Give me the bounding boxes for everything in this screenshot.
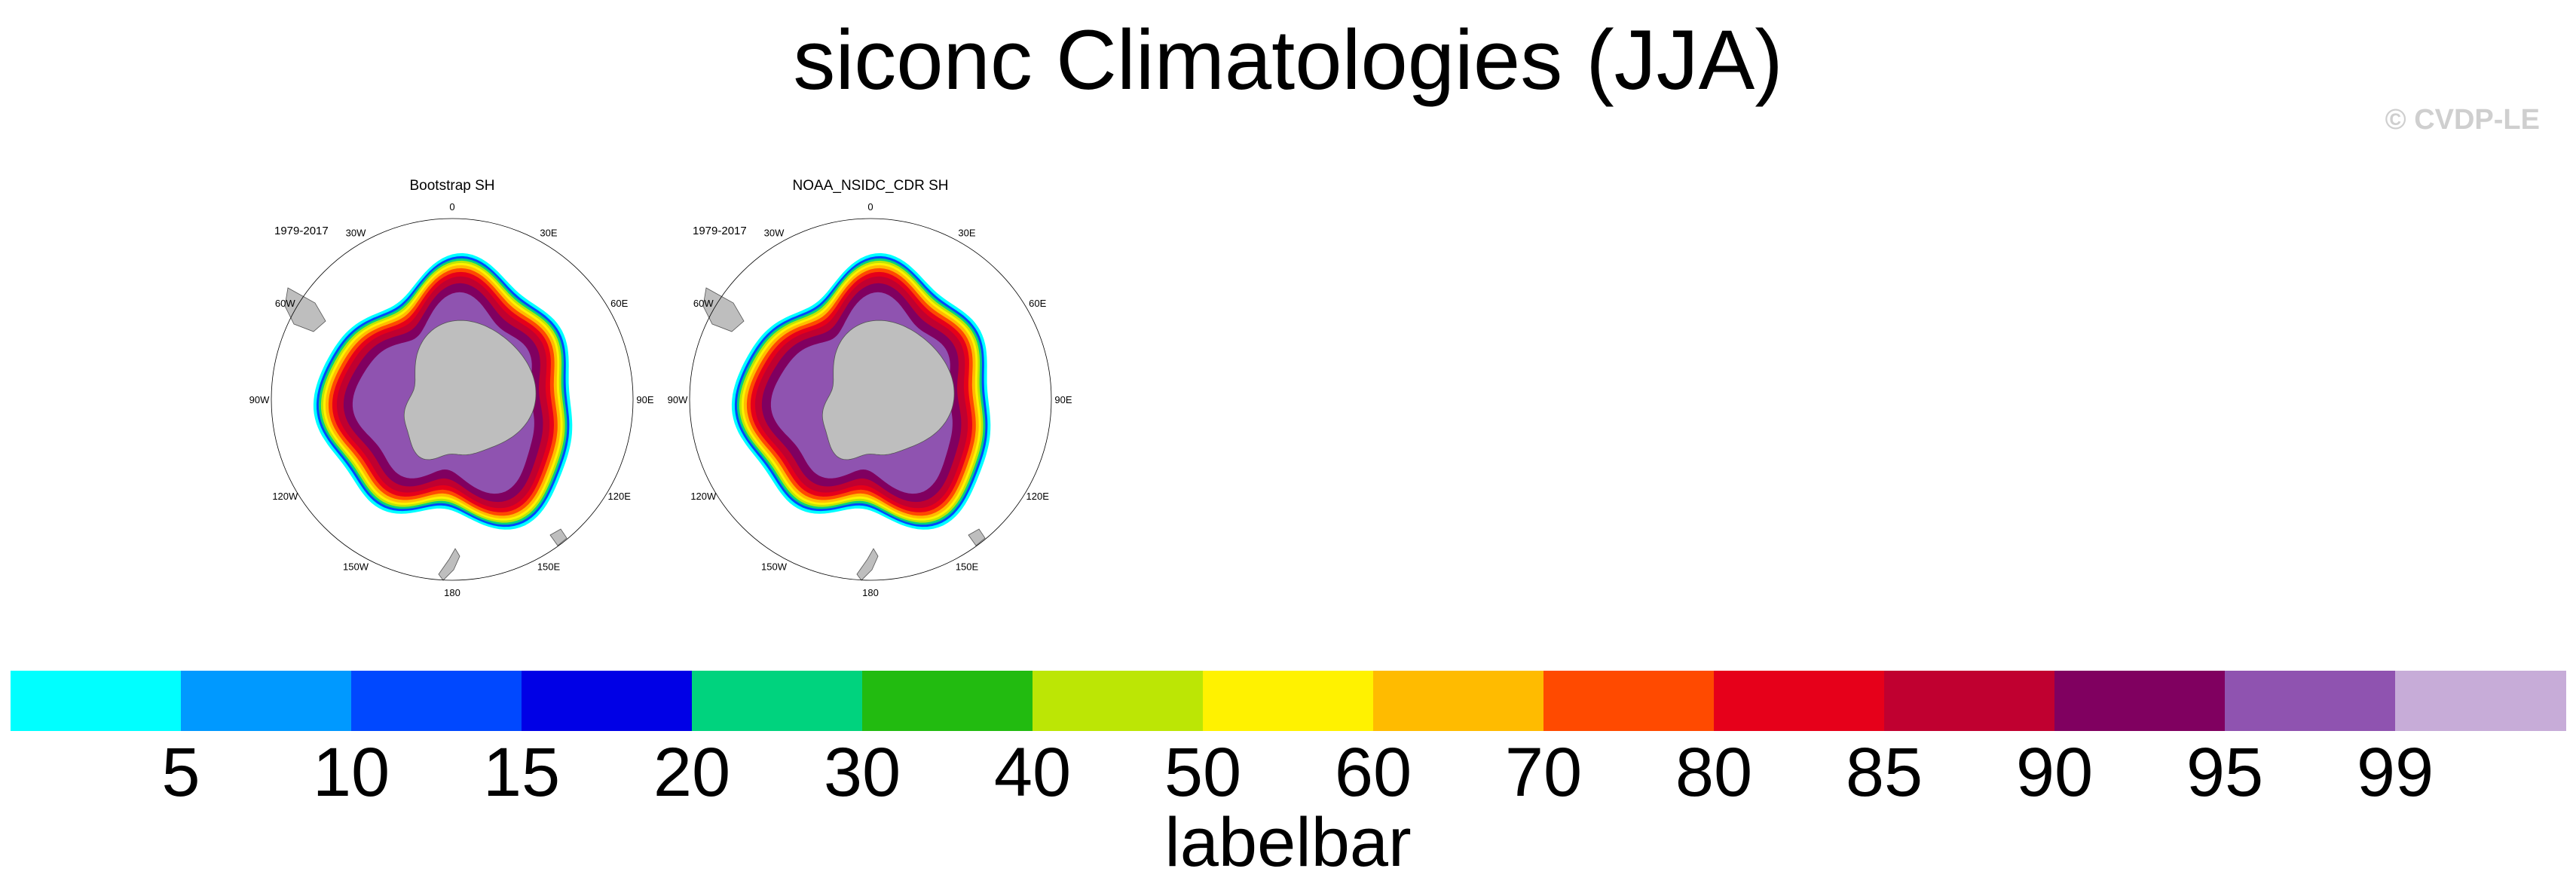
labelbar-tick-label: 40 <box>993 734 1072 811</box>
labelbar-swatch <box>1203 671 1374 731</box>
labelbar-swatch <box>1714 671 1885 731</box>
longitude-label: 150E <box>537 561 561 573</box>
longitude-label: 120E <box>608 491 632 502</box>
south-america-landmass <box>702 287 745 332</box>
copyright-label: © CVDP-LE <box>2385 104 2540 136</box>
longitude-label: 90W <box>249 394 270 405</box>
labelbar-swatch <box>2395 671 2566 731</box>
labelbar-swatch <box>862 671 1033 731</box>
antarctica-landmass <box>403 320 537 460</box>
period-label: 1979-2017 <box>274 225 329 237</box>
labelbar-swatch <box>692 671 863 731</box>
labelbar-tick-label: 99 <box>2356 734 2434 811</box>
new-zealand-landmass <box>856 548 879 581</box>
longitude-label: 120W <box>272 491 298 502</box>
labelbar-tick-label: 5 <box>161 734 200 811</box>
longitude-label: 60E <box>610 298 628 309</box>
labelbar-tick-label: 30 <box>823 734 901 811</box>
map-panel-noaa: 0 30E 60E 90E 120E 150E 180 150W 120W 90W 60W 30W N… <box>659 173 1081 603</box>
labelbar-tick-label: 15 <box>482 734 561 811</box>
labelbar-swatch <box>1543 671 1715 731</box>
polar-map: 0 30E 60E 90E 120E 150E 180 150W 120W 90W 60W 30W <box>249 201 654 598</box>
antarctica-landmass <box>821 320 955 460</box>
longitude-label: 120W <box>690 491 717 502</box>
period-label: 1979-2017 <box>693 225 747 237</box>
longitude-label: 0 <box>867 201 873 213</box>
longitude-label: 180 <box>444 587 460 598</box>
longitude-label: 30E <box>540 227 557 238</box>
longitude-label: 30W <box>346 227 366 238</box>
longitude-label: 90E <box>636 394 653 405</box>
longitude-label: 60W <box>693 298 714 309</box>
labelbar-swatch <box>1884 671 2055 731</box>
labelbar-tick-label: 10 <box>312 734 390 811</box>
longitude-label: 150W <box>761 561 788 573</box>
labelbar-tick-label: 60 <box>1334 734 1412 811</box>
longitude-label: 120E <box>1026 491 1050 502</box>
longitude-label: 150W <box>343 561 369 573</box>
labelbar-tick-label: 90 <box>2015 734 2094 811</box>
longitude-label: 30E <box>958 227 975 238</box>
labelbar-tick-label: 80 <box>1675 734 1753 811</box>
longitude-label: 150E <box>956 561 979 573</box>
south-america-landmass <box>284 287 326 332</box>
labelbar-swatch <box>11 671 182 731</box>
labelbar-swatch <box>1373 671 1544 731</box>
longitude-label: 0 <box>449 201 454 213</box>
labelbar-swatch <box>2225 671 2396 731</box>
labelbar-title: labelbar <box>1164 804 1412 881</box>
labelbar-swatch <box>1033 671 1204 731</box>
panel-title: NOAA_NSIDC_CDR SH <box>792 178 949 194</box>
map-boundary <box>689 218 1052 581</box>
labelbar-swatch <box>2054 671 2226 731</box>
labelbar-tick-label: 95 <box>2186 734 2264 811</box>
australia-landmass <box>549 528 568 546</box>
labelbar-tick-label: 70 <box>1504 734 1583 811</box>
labelbar-tick-label: 50 <box>1164 734 1242 811</box>
australia-landmass <box>968 528 986 546</box>
labelbar-swatch <box>522 671 693 731</box>
chart-title: siconc Climatologies (JJA) <box>793 13 1783 107</box>
longitude-label: 90W <box>668 394 688 405</box>
map-panel-bootstrap: 0 30E 60E 90E 120E 150E 180 150W 120W 90W 60W 30W B… <box>241 173 663 603</box>
longitude-label: 30W <box>764 227 785 238</box>
labelbar <box>11 671 2566 731</box>
labelbar-tick-label: 85 <box>1845 734 1923 811</box>
new-zealand-landmass <box>438 548 460 581</box>
panel-title: Bootstrap SH <box>409 178 495 194</box>
longitude-label: 180 <box>862 587 879 598</box>
labelbar-swatch <box>181 671 352 731</box>
map-boundary <box>271 218 634 581</box>
labelbar-swatch <box>351 671 522 731</box>
longitude-label: 90E <box>1054 394 1072 405</box>
labelbar-tick-label: 20 <box>653 734 731 811</box>
polar-map: 0 30E 60E 90E 120E 150E 180 150W 120W 90W 60W 30W <box>668 201 1072 598</box>
longitude-label: 60W <box>275 298 295 309</box>
longitude-label: 60E <box>1029 298 1046 309</box>
